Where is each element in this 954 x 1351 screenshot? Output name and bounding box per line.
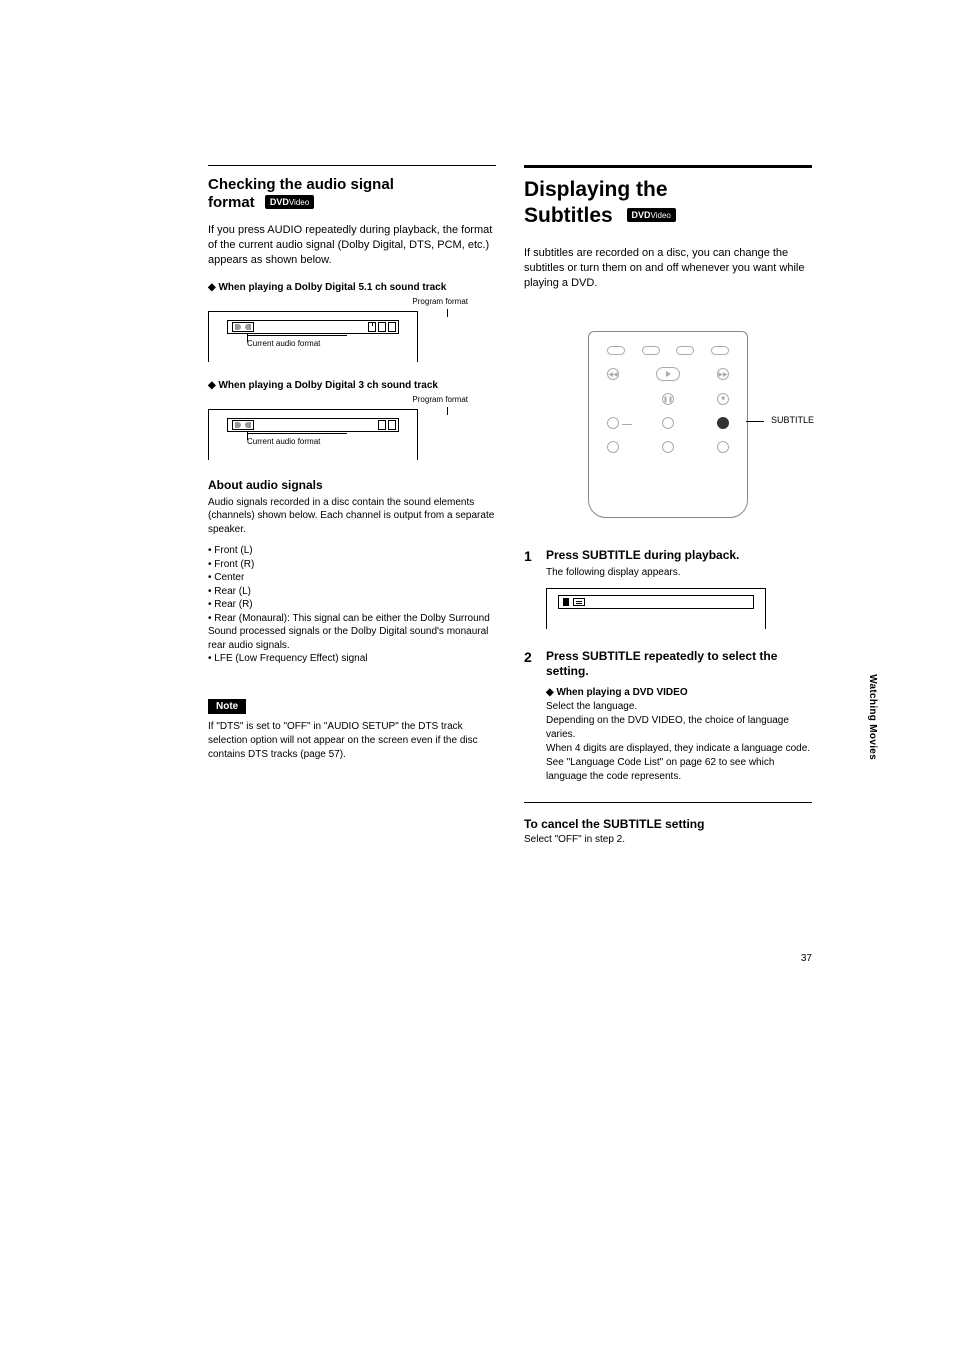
channel-item: • Rear (R) xyxy=(208,598,496,612)
note-badge: Note xyxy=(208,699,246,714)
callout-line xyxy=(447,407,448,415)
channel-indicator xyxy=(368,322,396,332)
remote-row xyxy=(607,441,729,453)
channel-item: • Front (L) xyxy=(208,544,496,558)
divider xyxy=(208,165,496,166)
subsection-title: About audio signals xyxy=(208,478,496,492)
step-description: The following display appears. xyxy=(546,566,812,580)
dvd-video-badge: DVDVideo xyxy=(265,195,314,209)
figure-dolby-5-1: ◆ When playing a Dolby Digital 5.1 ch so… xyxy=(208,282,496,362)
channel-item: • Rear (Monaural): This signal can be ei… xyxy=(208,612,496,653)
step-instruction: Press SUBTITLE during playback. xyxy=(546,548,812,564)
cancel-body: Select "OFF" in step 2. xyxy=(524,833,812,847)
remote-button: ❚❚ xyxy=(662,393,674,405)
subtitle-text-icon xyxy=(573,598,585,606)
remote-illustration: SUBTITLE ◀◀ ▶▶ ❚❚ ■ xyxy=(588,331,748,518)
remote-button xyxy=(642,346,660,355)
audio-format-label: Current audio format xyxy=(247,335,347,348)
callout-line xyxy=(447,309,448,317)
dolby-icon xyxy=(232,322,254,332)
channel-box xyxy=(388,420,396,430)
callout-line xyxy=(746,421,764,422)
channel-box xyxy=(378,322,386,332)
channel-box xyxy=(378,420,386,430)
osd-audio-bar xyxy=(227,320,399,334)
step-instruction: Press SUBTITLE repeatedly to select the … xyxy=(546,649,812,680)
dolby-icon xyxy=(232,420,254,430)
channel-item: • Rear (L) xyxy=(208,585,496,599)
figure-caption: ◆ When playing a Dolby Digital 5.1 ch so… xyxy=(208,282,496,293)
remote-row xyxy=(607,417,729,429)
remote-row xyxy=(607,346,729,355)
tv-screen-illustration: Current audio format xyxy=(208,409,418,460)
step-number: 1 xyxy=(524,548,538,643)
channel-item: • LFE (Low Frequency Effect) signal xyxy=(208,652,496,666)
note-block: Note If "DTS" is set to "OFF" in "AUDIO … xyxy=(208,696,496,762)
section-heading: Checking the audio signal format DVDVide… xyxy=(208,176,496,219)
heading-line1: Checking the audio signal xyxy=(208,176,394,193)
channel-item: • Center xyxy=(208,571,496,585)
right-column: Displaying the Subtitles DVDVideo If sub… xyxy=(524,165,812,854)
osd-subtitle-bar xyxy=(558,595,754,609)
divider xyxy=(524,802,812,803)
remote-button: ◀◀ xyxy=(607,368,619,380)
channel-box xyxy=(388,322,396,332)
program-format-label: Program format xyxy=(412,297,468,306)
figure-caption: ◆ When playing a Dolby Digital 3 ch soun… xyxy=(208,380,496,391)
step-2: 2 Press SUBTITLE repeatedly to select th… xyxy=(524,649,812,784)
figure-dolby-3ch: ◆ When playing a Dolby Digital 3 ch soun… xyxy=(208,380,496,460)
page-number: 37 xyxy=(801,953,812,964)
remote-button xyxy=(607,417,619,429)
remote-button xyxy=(607,346,625,355)
intro-text: If you press AUDIO repeatedly during pla… xyxy=(208,223,496,268)
remote-button xyxy=(717,441,729,453)
remote-row: ◀◀ ▶▶ xyxy=(607,367,729,381)
divider-thick xyxy=(524,165,812,168)
remote-button xyxy=(662,441,674,453)
subtitle-button-label: SUBTITLE xyxy=(771,415,814,425)
left-column: Checking the audio signal format DVDVide… xyxy=(208,165,496,854)
step-1: 1 Press SUBTITLE during playback. The fo… xyxy=(524,548,812,643)
heading-line2: format xyxy=(208,194,255,211)
channel-indicator xyxy=(378,420,396,430)
remote-button xyxy=(711,346,729,355)
case-body: Select the language. Depending on the DV… xyxy=(546,700,812,784)
section-tab-label: Watching Movies xyxy=(867,674,878,760)
subtitle-indicator-icon xyxy=(563,598,569,606)
audio-format-label: Current audio format xyxy=(247,433,347,446)
subtitle-button-icon xyxy=(717,417,729,429)
step-number: 2 xyxy=(524,649,538,784)
feature-title-line2: Subtitles xyxy=(524,204,613,227)
about-audio-signals: About audio signals Audio signals record… xyxy=(208,478,496,666)
remote-body: ◀◀ ▶▶ ❚❚ ■ xyxy=(588,331,748,518)
note-text: If "DTS" is set to "OFF" in "AUDIO SETUP… xyxy=(208,720,496,762)
remote-button xyxy=(676,346,694,355)
cancel-heading: To cancel the SUBTITLE setting xyxy=(524,817,812,831)
remote-button xyxy=(607,441,619,453)
remote-button: ▶▶ xyxy=(717,368,729,380)
case-heading: ◆ When playing a DVD VIDEO xyxy=(546,686,812,700)
tv-screen-illustration xyxy=(546,588,766,629)
remote-button: ■ xyxy=(717,393,729,405)
dvd-video-badge: DVDVideo xyxy=(627,208,676,222)
about-body: Audio signals recorded in a disc contain… xyxy=(208,496,496,537)
intro-text: If subtitles are recorded on a disc, you… xyxy=(524,246,812,291)
remote-spacer xyxy=(607,393,619,405)
feature-title-block: Displaying the Subtitles DVDVideo xyxy=(524,178,812,232)
remote-row: ❚❚ ■ xyxy=(607,393,729,405)
osd-audio-bar xyxy=(227,418,399,432)
channel-item: • Front (R) xyxy=(208,558,496,572)
channel-box xyxy=(368,322,376,332)
tv-screen-illustration: Current audio format xyxy=(208,311,418,362)
play-button-icon xyxy=(656,367,680,381)
program-format-label: Program format xyxy=(412,395,468,404)
page-content: Checking the audio signal format DVDVide… xyxy=(208,165,812,854)
feature-title-line1: Displaying the xyxy=(524,178,812,202)
remote-button xyxy=(662,417,674,429)
